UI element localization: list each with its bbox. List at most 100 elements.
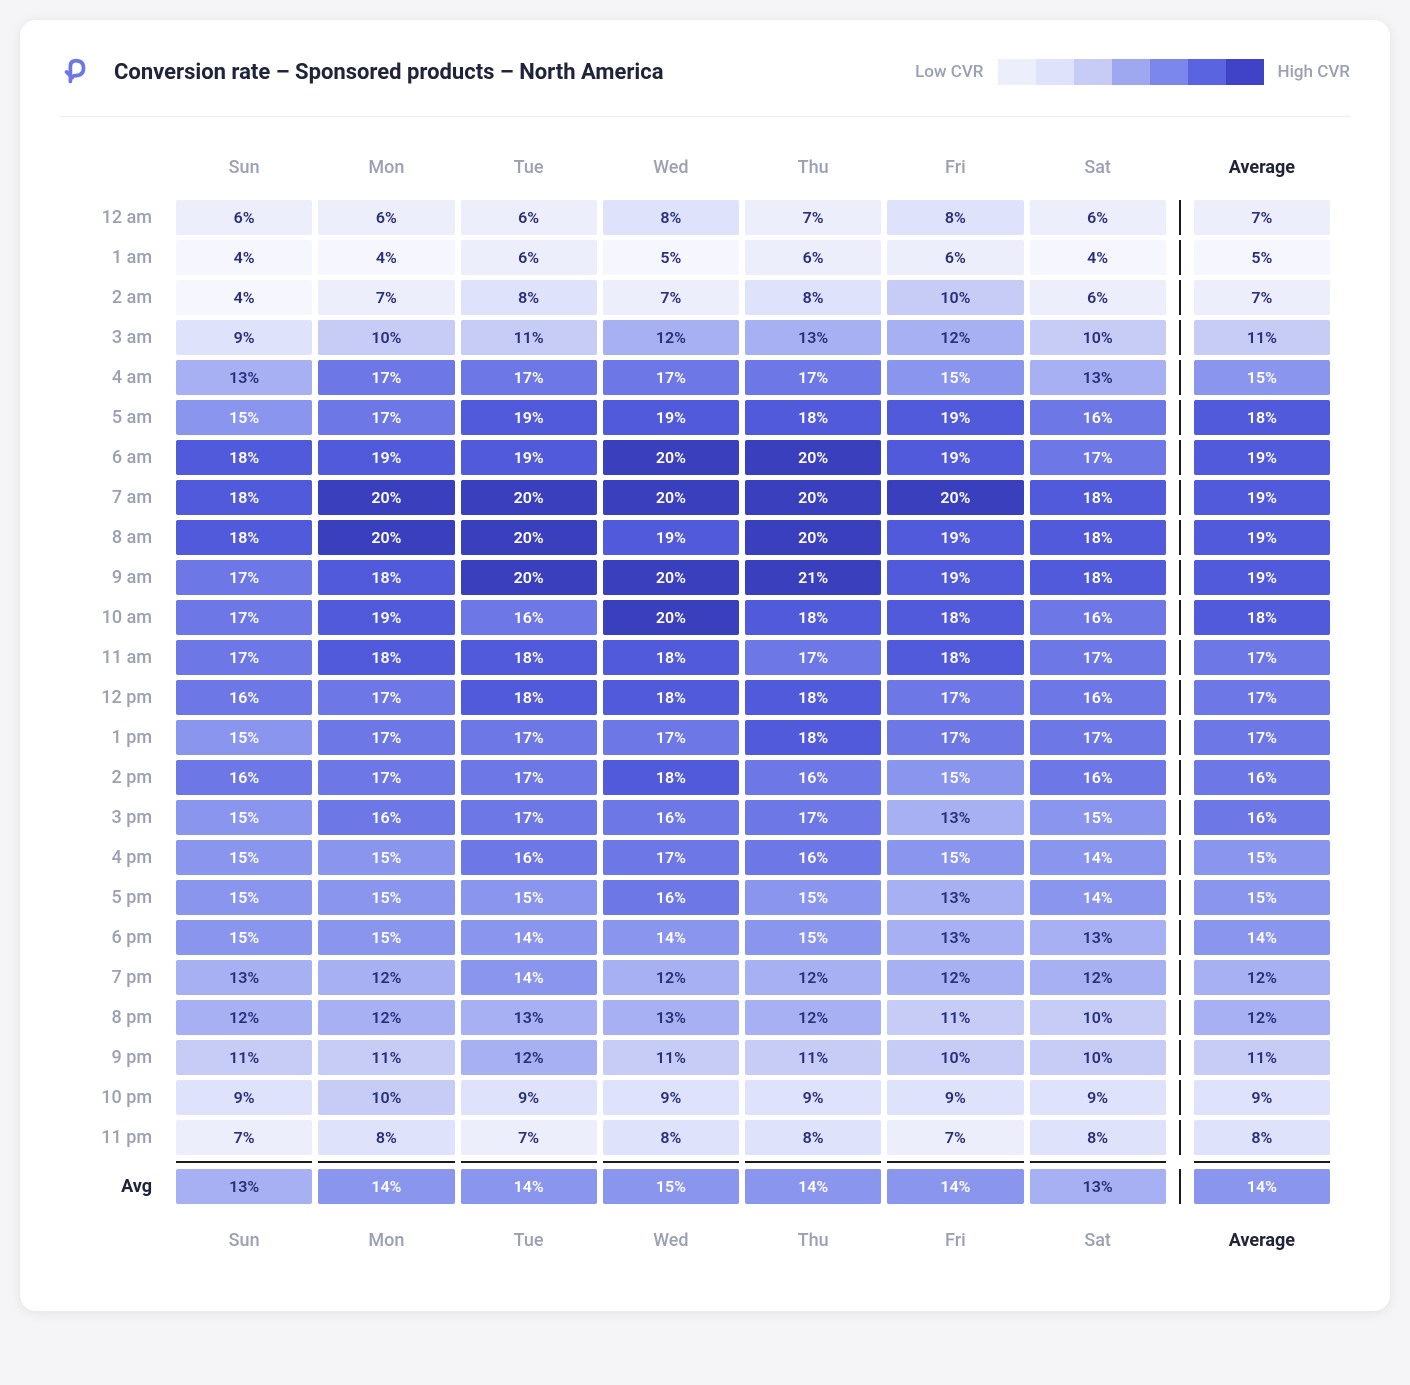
- heatmap-cell: 18%: [318, 640, 454, 675]
- heatmap-row: 2 pm16%17%17%18%16%15%16%16%: [80, 760, 1330, 795]
- heatmap-cell: 18%: [176, 440, 312, 475]
- heatmap-cell: 16%: [603, 880, 739, 915]
- heatmap-cell: 17%: [887, 720, 1023, 755]
- row-label: 3 am: [80, 327, 170, 348]
- heatmap-cell: 19%: [461, 440, 597, 475]
- heatmap-cell: 19%: [461, 400, 597, 435]
- row-label: 9 pm: [80, 1047, 170, 1068]
- heatmap-cell: 8%: [1030, 1120, 1166, 1155]
- heatmap-cell: 12%: [603, 960, 739, 995]
- heatmap-cell: 8%: [603, 200, 739, 235]
- row-label: 5 pm: [80, 887, 170, 908]
- heatmap-cell: 11%: [1194, 1040, 1330, 1075]
- heatmap-cell: 13%: [461, 1000, 597, 1035]
- column-header: Thu: [745, 157, 881, 178]
- heatmap-row: 3 am9%10%11%12%13%12%10%11%: [80, 320, 1330, 355]
- heatmap-cell: 12%: [887, 960, 1023, 995]
- heatmap-cell: 4%: [176, 280, 312, 315]
- vertical-separator: [1179, 240, 1181, 275]
- heatmap-row: 5 pm15%15%15%16%15%13%14%15%: [80, 880, 1330, 915]
- heatmap-cell: 20%: [745, 440, 881, 475]
- heatmap-cell: 20%: [318, 480, 454, 515]
- heatmap-cell: 17%: [1194, 720, 1330, 755]
- column-header-average: Average: [1194, 157, 1330, 178]
- column-header-average: Average: [1194, 1230, 1330, 1251]
- heatmap-cell: 20%: [461, 480, 597, 515]
- heatmap-cell: 17%: [461, 800, 597, 835]
- heatmap-cell: 14%: [461, 1169, 597, 1204]
- heatmap-cell: 15%: [318, 840, 454, 875]
- heatmap-cell: 17%: [1194, 680, 1330, 715]
- heatmap-cell: 17%: [603, 360, 739, 395]
- heatmap-cell: 12%: [1194, 1000, 1330, 1035]
- vertical-separator: [1179, 520, 1181, 555]
- column-header: Thu: [745, 1230, 881, 1251]
- heatmap-cell: 16%: [176, 760, 312, 795]
- heatmap-cell: 12%: [745, 1000, 881, 1035]
- heatmap-cell: 16%: [176, 680, 312, 715]
- heatmap-row: 10 am17%19%16%20%18%18%16%18%: [80, 600, 1330, 635]
- heatmap-cell: 16%: [1030, 400, 1166, 435]
- legend-swatch: [1226, 59, 1264, 85]
- column-header: Sun: [176, 1230, 312, 1251]
- heatmap-cell: 11%: [887, 1000, 1023, 1035]
- heatmap-cell: 13%: [887, 920, 1023, 955]
- heatmap-cell: 10%: [1030, 1000, 1166, 1035]
- heatmap-cell: 13%: [1030, 920, 1166, 955]
- row-label: 7 pm: [80, 967, 170, 988]
- heatmap-cell: 20%: [603, 480, 739, 515]
- heatmap-cell: 15%: [1194, 880, 1330, 915]
- heatmap-cell: 15%: [318, 920, 454, 955]
- heatmap-cell: 20%: [745, 480, 881, 515]
- heatmap-cell: 17%: [745, 640, 881, 675]
- heatmap-cell: 6%: [745, 240, 881, 275]
- heatmap-cell: 6%: [1030, 280, 1166, 315]
- heatmap-cell: 13%: [745, 320, 881, 355]
- heatmap-row: 1 am4%4%6%5%6%6%4%5%: [80, 240, 1330, 275]
- heatmap-cell: 12%: [461, 1040, 597, 1075]
- heatmap-row: 6 pm15%15%14%14%15%13%13%14%: [80, 920, 1330, 955]
- row-label: 12 am: [80, 207, 170, 228]
- heatmap-cell: 15%: [176, 400, 312, 435]
- heatmap-cell: 4%: [318, 240, 454, 275]
- heatmap-cell: 14%: [1194, 1169, 1330, 1204]
- heatmap-cell: 17%: [1030, 640, 1166, 675]
- heatmap-cell: 18%: [745, 600, 881, 635]
- heatmap-cell: 6%: [318, 200, 454, 235]
- heatmap-cell: 9%: [745, 1080, 881, 1115]
- row-label: 10 am: [80, 607, 170, 628]
- heatmap-cell: 16%: [461, 600, 597, 635]
- heatmap-row: 4 am13%17%17%17%17%15%13%15%: [80, 360, 1330, 395]
- heatmap-cell: 8%: [603, 1120, 739, 1155]
- vertical-separator: [1179, 280, 1181, 315]
- legend-swatch: [1150, 59, 1188, 85]
- heatmap-cell: 18%: [461, 640, 597, 675]
- vertical-separator: [1179, 920, 1181, 955]
- heatmap-cell: 14%: [1030, 880, 1166, 915]
- legend-swatch: [998, 59, 1036, 85]
- heatmap-cell: 7%: [318, 280, 454, 315]
- heatmap-cell: 19%: [887, 520, 1023, 555]
- legend-swatch: [1188, 59, 1226, 85]
- heatmap-row: 5 am15%17%19%19%18%19%16%18%: [80, 400, 1330, 435]
- row-label: 3 pm: [80, 807, 170, 828]
- vertical-separator: [1179, 680, 1181, 715]
- heatmap-cell: 10%: [318, 1080, 454, 1115]
- legend: Low CVR High CVR: [915, 59, 1350, 85]
- heatmap-cell: 9%: [603, 1080, 739, 1115]
- heatmap-row: 12 pm16%17%18%18%18%17%16%17%: [80, 680, 1330, 715]
- heatmap-cell: 16%: [1030, 680, 1166, 715]
- vertical-separator: [1179, 1040, 1181, 1075]
- heatmap-cell: 17%: [603, 840, 739, 875]
- heatmap-row: 7 am18%20%20%20%20%20%18%19%: [80, 480, 1330, 515]
- heatmap-cell: 16%: [1030, 760, 1166, 795]
- heatmap-cell: 18%: [745, 720, 881, 755]
- heatmap-cell: 17%: [318, 760, 454, 795]
- heatmap-cell: 18%: [603, 680, 739, 715]
- heatmap-cell: 18%: [318, 560, 454, 595]
- legend-high-label: High CVR: [1278, 62, 1350, 82]
- heatmap-cell: 11%: [1194, 320, 1330, 355]
- heatmap-cell: 19%: [603, 520, 739, 555]
- avg-row: Avg13%14%14%15%14%14%13%14%: [80, 1169, 1330, 1204]
- legend-swatch: [1112, 59, 1150, 85]
